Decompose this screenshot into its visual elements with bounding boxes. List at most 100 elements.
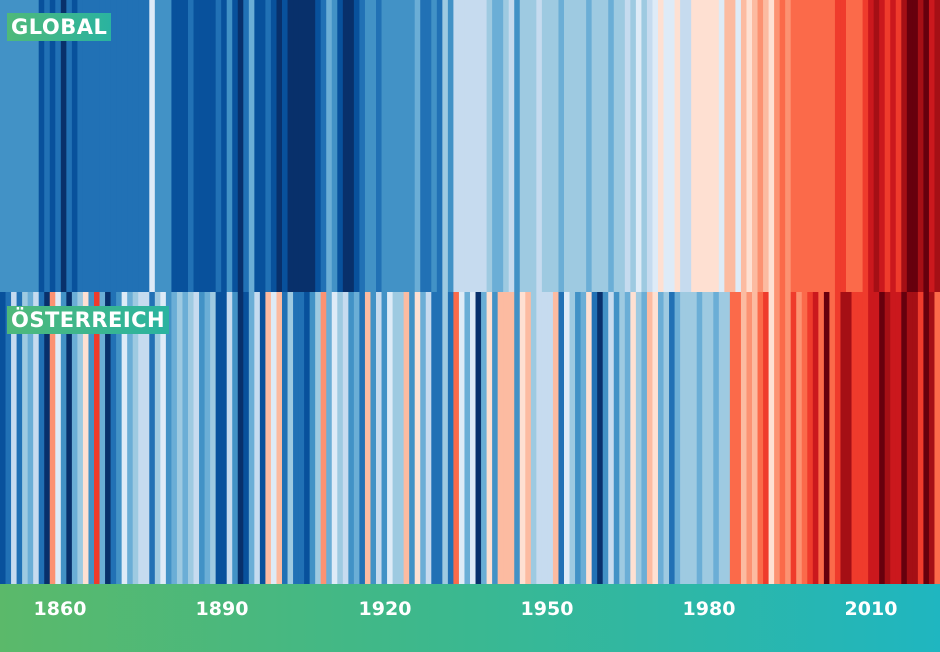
stripe [398,0,405,292]
stripe [834,0,842,292]
stripe [536,0,543,292]
stripe [431,292,438,584]
stripe [868,292,875,584]
stripe [547,292,554,584]
stripe [807,292,814,584]
stripe [873,0,880,292]
stripe [746,292,753,584]
stripe [602,0,609,292]
stripe [481,0,488,292]
stripe [60,292,67,584]
stripe [652,292,659,584]
stripe [752,292,759,584]
stripe [154,292,161,584]
stripe [613,0,620,292]
x-tick-label: 1920 [358,598,412,620]
stripe [464,0,471,292]
stripe [470,292,477,584]
stripe [663,0,670,292]
stripe [790,0,797,292]
stripe [497,292,504,584]
stripe [309,292,316,584]
stripe [514,0,521,292]
stripe [359,292,366,584]
stripe [895,0,902,292]
stripe [641,0,648,292]
stripe [492,292,499,584]
stripe [348,0,355,292]
stripe [282,0,289,292]
x-tick-label: 1980 [682,598,736,620]
stripe [492,0,499,292]
stripe [934,0,940,292]
stripe [182,292,189,584]
stripe [774,292,781,584]
stripe [917,0,925,292]
stripe [486,0,493,292]
stripe [453,0,460,292]
stripe [409,0,416,292]
stripe [458,292,466,584]
stripe [226,292,233,584]
stripe [370,0,377,292]
stripe [691,0,698,292]
stripe [248,292,255,584]
stripe [541,0,549,292]
stripe [812,292,819,584]
stripe [696,0,703,292]
stripe [857,0,864,292]
stripe [669,292,676,584]
stripe [912,292,919,584]
austria-stripes [0,292,940,584]
stripe [884,292,891,584]
stripe [868,0,875,292]
stripe [470,0,477,292]
stripe [436,0,443,292]
stripe [580,0,587,292]
stripe [376,0,383,292]
stripe [768,0,775,292]
stripe [88,0,95,292]
stripe [27,292,34,584]
stripe [829,292,836,584]
stripes-plot [0,0,940,584]
stripe [840,292,847,584]
stripe [143,292,150,584]
stripe [121,292,128,584]
stripe [132,292,139,584]
stripe [276,0,283,292]
stripe [635,0,643,292]
stripe [188,292,195,584]
stripe [66,0,73,292]
stripe [801,292,808,584]
stripe [729,292,737,584]
stripe [812,0,819,292]
stripe [55,292,62,584]
stripe [66,292,73,584]
stripe [326,292,333,584]
stripe [823,292,831,584]
stripe [94,292,101,584]
stripe [44,0,51,292]
stripe [519,292,526,584]
stripe [49,292,56,584]
global-panel-label: GLOBAL [7,13,112,41]
stripe [293,292,300,584]
stripe [353,0,361,292]
stripe [464,292,471,584]
stripe [254,292,261,584]
stripe [680,0,687,292]
stripe [348,292,355,584]
stripe [586,292,593,584]
stripe [110,0,117,292]
stripe [447,0,455,292]
stripe [707,292,714,584]
stripe [370,292,377,584]
stripe [237,0,244,292]
stripe [287,292,294,584]
stripe [503,0,510,292]
stripe [862,0,869,292]
stripe [890,0,897,292]
year-axis: 1860 1890 1920 1950 1980 2010 [0,584,940,652]
stripe [210,292,217,584]
